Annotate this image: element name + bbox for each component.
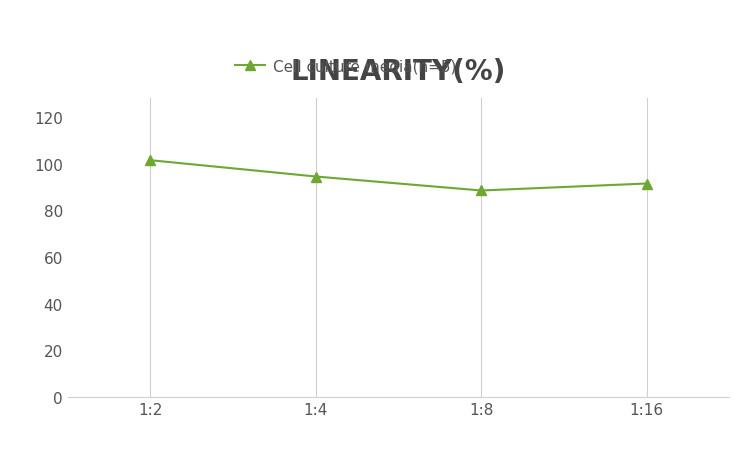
Cell culture media(n=5) <box>642 181 651 187</box>
Cell culture media(n=5) <box>477 189 486 194</box>
Title: LINEARITY(%): LINEARITY(%) <box>291 58 506 86</box>
Cell culture media(n=5) <box>146 158 155 164</box>
Line: Cell culture media(n=5): Cell culture media(n=5) <box>146 156 651 196</box>
Legend: Cell culture media(n=5): Cell culture media(n=5) <box>229 53 462 80</box>
Cell culture media(n=5) <box>311 175 320 180</box>
